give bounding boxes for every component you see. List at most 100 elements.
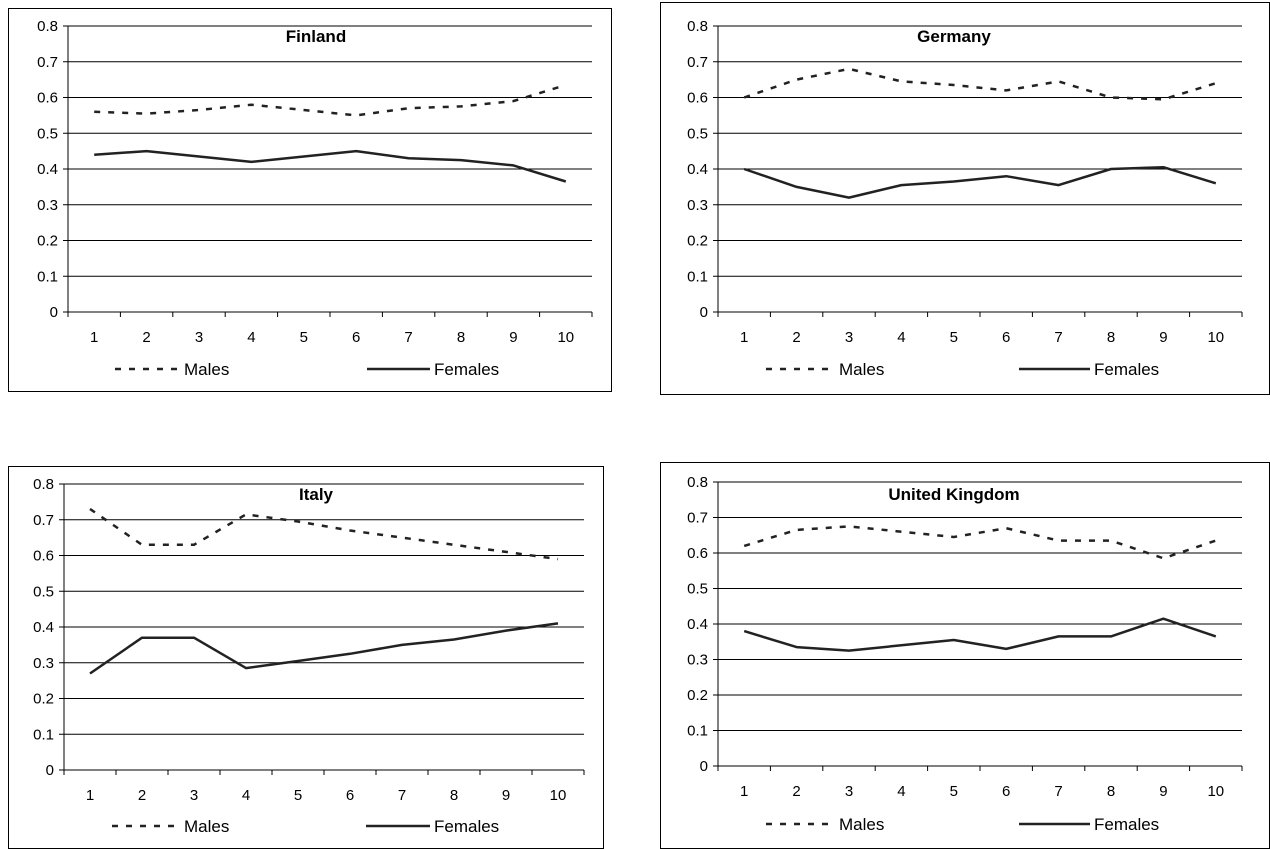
legend-label-males: Males [184,817,229,836]
y-tick-label: 0.1 [33,726,54,743]
y-tick-label: 0.6 [37,90,58,107]
y-tick-label: 0.3 [37,197,58,214]
x-tick-label: 8 [1107,329,1115,346]
series-line-females [94,149,567,183]
y-tick-label: 0.4 [33,619,54,636]
x-tick-label: 9 [502,787,510,804]
legend-label-males: Males [184,360,229,379]
x-tick-label: 6 [1002,783,1010,800]
y-tick-label: 0.8 [33,476,54,493]
y-tick-label: 0 [700,304,708,321]
x-tick-label: 10 [1207,783,1224,800]
x-tick-label: 7 [1054,329,1062,346]
x-tick-label: 4 [242,787,250,804]
legend-label-females: Females [1094,815,1159,834]
y-tick-label: 0.8 [37,18,58,35]
series-line-females [743,617,1217,652]
series-line-males [89,507,559,561]
y-tick-label: 0.3 [687,652,708,669]
chart-title: Italy [299,485,334,504]
x-tick-label: 10 [557,329,574,346]
y-tick-label: 0.2 [33,691,54,708]
x-tick-label: 2 [792,329,800,346]
y-tick-label: 0.7 [33,512,54,529]
series-line-females [89,622,559,675]
chart-svg: 0 0.1 0.2 0.3 0.4 0.5 0.6 0.7 0.8 1 2 3 4 5 6 7 8 9 10 Germ… [660,2,1270,395]
y-tick-label: 0.1 [37,268,58,285]
chart-title: Germany [917,27,991,46]
y-tick-label: 0.7 [687,510,708,527]
x-tick-label: 3 [195,329,203,346]
y-tick-label: 0.7 [687,54,708,71]
series-line-males [94,83,567,117]
y-tick-label: 0.2 [37,233,58,250]
chart-title: Finland [286,27,346,46]
x-tick-label: 4 [897,329,905,346]
x-tick-label: 1 [740,783,748,800]
chart-panel-italy: 0 0.1 0.2 0.3 0.4 0.5 0.6 0.7 0.8 1 2 3 4 5 6 7 8 9 10 Ital… [0,460,612,849]
x-tick-label: 10 [1207,329,1224,346]
y-tick-label: 0.3 [33,655,54,672]
x-tick-label: 3 [845,329,853,346]
y-tick-label: 0.8 [687,474,708,491]
series-line-females [743,165,1217,199]
chart-panel-finland: 0 0.1 0.2 0.3 0.4 0.5 0.6 0.7 0.8 1 2 3 4 5 6 7 8 9 10 Finl… [0,0,622,400]
chart-frame [660,2,1270,395]
y-tick-label: 0 [50,304,58,321]
x-tick-label: 5 [300,329,308,346]
y-tick-label: 0.6 [687,545,708,562]
x-tick-label: 6 [1002,329,1010,346]
x-tick-label: 9 [1159,329,1167,346]
y-tick-label: 0.8 [687,18,708,35]
x-tick-label: 8 [1107,783,1115,800]
x-tick-label: 2 [792,783,800,800]
x-tick-label: 7 [404,329,412,346]
chart-frame [8,466,604,849]
x-tick-label: 8 [450,787,458,804]
y-tick-label: 0 [700,758,708,775]
legend-label-females: Females [434,360,499,379]
x-tick-label: 9 [509,329,517,346]
x-tick-label: 3 [845,783,853,800]
x-tick-label: 4 [897,783,905,800]
x-tick-label: 3 [190,787,198,804]
chart-frame [8,8,612,392]
y-tick-label: 0.4 [37,161,58,178]
y-tick-label: 0.1 [687,268,708,285]
y-tick-label: 0.1 [687,723,708,740]
y-tick-label: 0.2 [687,233,708,250]
y-tick-label: 0.5 [33,583,54,600]
x-tick-label: 1 [740,329,748,346]
y-tick-label: 0.4 [687,161,708,178]
y-tick-label: 0.7 [37,54,58,71]
series-line-males [743,67,1217,101]
chart-title: United Kingdom [888,485,1019,504]
x-tick-label: 5 [950,783,958,800]
x-tick-label: 5 [294,787,302,804]
y-tick-label: 0.6 [687,90,708,107]
series-line-males [743,525,1217,560]
y-tick-label: 0.5 [687,125,708,142]
x-tick-label: 1 [86,787,94,804]
legend-label-males: Males [839,815,884,834]
x-tick-label: 2 [142,329,150,346]
x-tick-label: 6 [346,787,354,804]
chart-svg: 0 0.1 0.2 0.3 0.4 0.5 0.6 0.7 0.8 1 2 3 4 5 6 7 8 9 10 Finl… [8,8,612,392]
y-tick-label: 0 [46,762,54,779]
x-tick-label: 5 [950,329,958,346]
y-tick-label: 0.3 [687,197,708,214]
chart-svg: 0 0.1 0.2 0.3 0.4 0.5 0.6 0.7 0.8 1 2 3 4 5 6 7 8 9 10 Unit… [660,462,1270,849]
x-tick-label: 4 [247,329,255,346]
y-tick-label: 0.6 [33,548,54,565]
x-tick-label: 10 [550,787,567,804]
x-tick-label: 2 [138,787,146,804]
chart-svg: 0 0.1 0.2 0.3 0.4 0.5 0.6 0.7 0.8 1 2 3 4 5 6 7 8 9 10 Ital… [8,466,604,849]
chart-panel-germany: 0 0.1 0.2 0.3 0.4 0.5 0.6 0.7 0.8 1 2 3 4 5 6 7 8 9 10 Germ… [658,0,1270,400]
y-tick-label: 0.2 [687,687,708,704]
x-tick-label: 8 [457,329,465,346]
legend-label-females: Females [434,817,499,836]
x-tick-label: 7 [398,787,406,804]
y-tick-label: 0.5 [687,581,708,598]
chart-frame [660,462,1270,849]
y-tick-label: 0.4 [687,616,708,633]
